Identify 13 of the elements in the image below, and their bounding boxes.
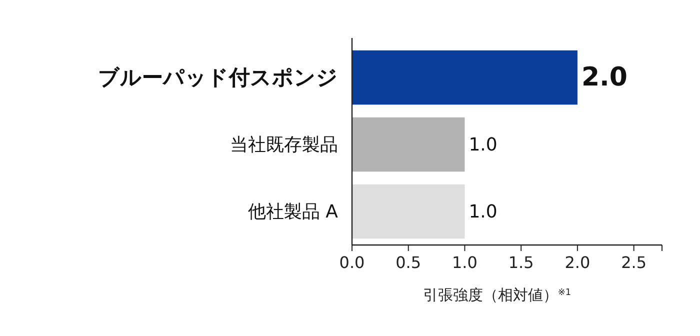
x-tick-label: 1.0: [452, 253, 478, 272]
y-tick-label: 他社製品 A: [248, 201, 339, 222]
x-tick-label: 2.5: [621, 253, 647, 272]
data-label: 1.0: [468, 201, 498, 222]
x-tick-label: 0.5: [396, 253, 422, 272]
x-tick-label: 2.0: [564, 253, 590, 272]
data-label: 2.0: [581, 62, 628, 92]
y-tick-label: 当社既存製品: [230, 134, 338, 155]
y-tick-label: ブルーパッド付スポンジ: [98, 66, 338, 90]
x-axis-title: 引張強度（相対値）$^{※1}$: [422, 286, 572, 304]
x-tick-label: 0.0: [339, 253, 365, 272]
data-label: 1.0: [468, 134, 498, 155]
x-tick-label: 1.5: [508, 253, 534, 272]
